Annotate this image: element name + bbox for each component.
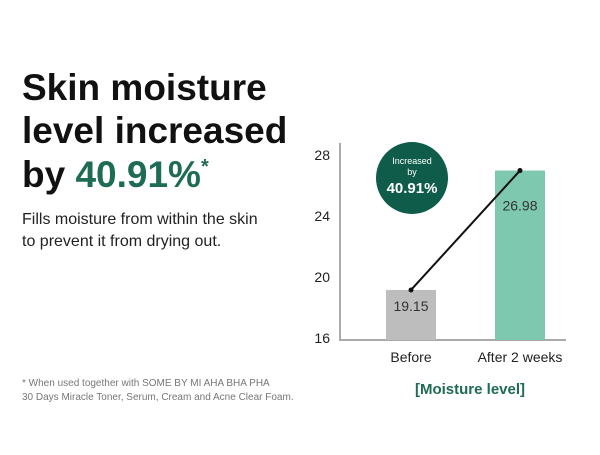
x-tick-label: Before	[390, 349, 431, 365]
headline: by	[22, 154, 66, 195]
y-tick-label: 16	[314, 330, 330, 346]
badge-value: 40.91%	[387, 180, 438, 197]
trend-point	[408, 287, 414, 293]
trend-point	[517, 168, 523, 174]
bar	[495, 170, 545, 340]
badge-text: by	[407, 167, 417, 177]
badge-text: Increased	[392, 156, 432, 166]
asterisk: *	[201, 156, 209, 178]
bar	[386, 289, 436, 340]
value-label: 19.15	[393, 298, 428, 314]
axis-title: [Moisture level]	[415, 381, 525, 398]
headline: by 40.91%*	[22, 154, 209, 195]
y-tick-label: 28	[314, 147, 330, 163]
headline: level increased	[22, 110, 287, 151]
subtitle: Fills moisture from within the skin	[22, 211, 258, 228]
y-tick-label: 24	[314, 208, 330, 224]
value-label: 26.98	[502, 198, 537, 214]
x-tick-label: After 2 weeks	[478, 349, 563, 365]
headline-accent: 40.91%	[75, 154, 201, 195]
trend-line	[410, 169, 521, 291]
y-tick-label: 20	[314, 269, 330, 285]
footnote: * When used together with SOME BY MI AHA…	[22, 378, 270, 389]
footnote: 30 Days Miracle Toner, Serum, Cream and …	[22, 392, 294, 403]
badge	[376, 142, 448, 214]
headline: Skin moisture	[22, 67, 267, 108]
subtitle: to prevent it from drying out.	[22, 233, 221, 250]
